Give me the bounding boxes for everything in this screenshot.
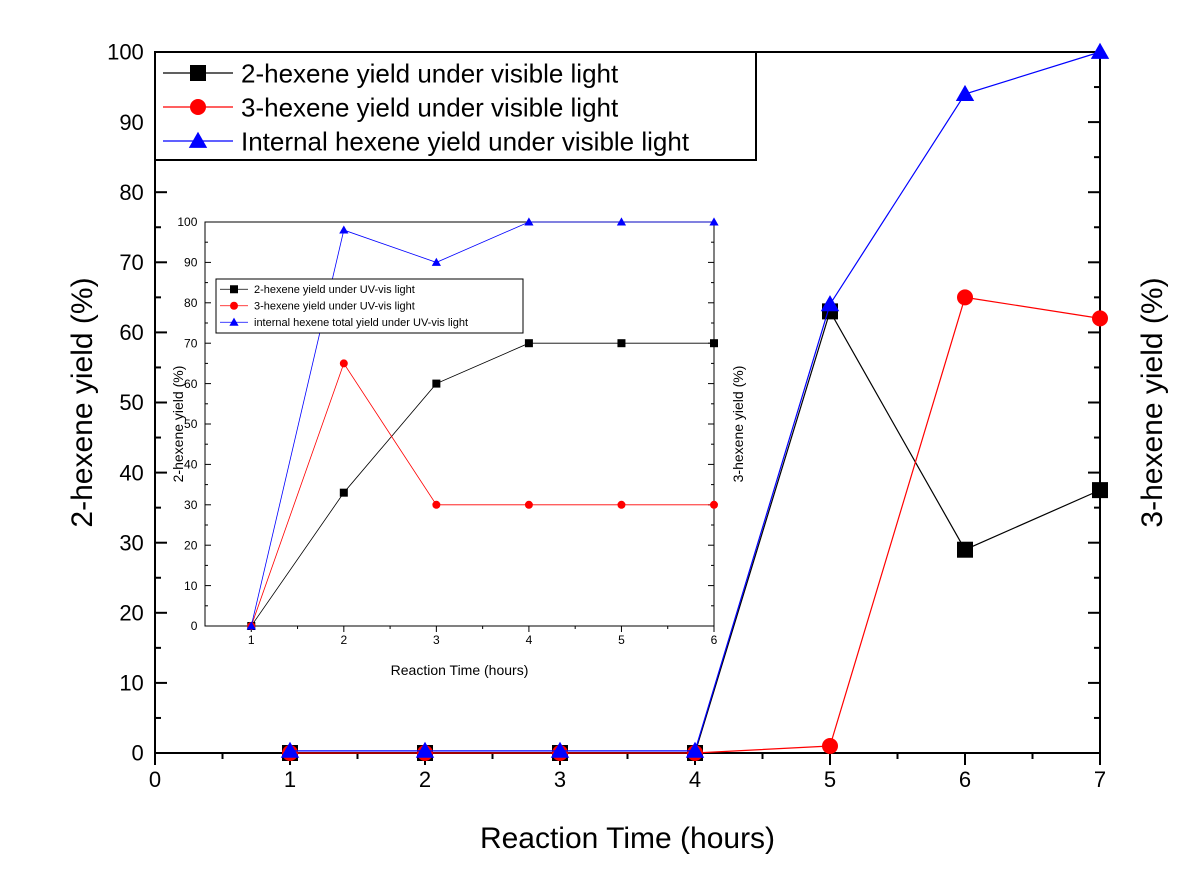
inset-xtick-label: 6 — [711, 633, 718, 647]
main-legend-marker-1 — [190, 99, 206, 115]
inset-ytick-label: 40 — [184, 458, 198, 472]
inset-ytick-label: 100 — [177, 215, 197, 229]
main-xtick-label: 6 — [959, 767, 971, 792]
inset-series-2-point — [709, 217, 719, 226]
inset-ytick-label: 0 — [191, 619, 198, 633]
inset-series-2-point — [339, 225, 349, 234]
main-yaxis-title-right: 3-hexene yield (%) — [1136, 277, 1169, 527]
inset-xtick-label: 4 — [526, 633, 533, 647]
inset-series-1-point — [617, 500, 626, 509]
main-xtick-label: 4 — [689, 767, 701, 792]
main-xtick-label: 7 — [1094, 767, 1106, 792]
inset-series-0-point — [432, 379, 441, 388]
inset-legend-label-1: 3-hexene yield under UV-vis light — [254, 301, 415, 313]
inset-ytick-label: 50 — [184, 417, 198, 431]
main-series-0-point — [957, 541, 973, 558]
inset-legend-marker-1 — [230, 301, 238, 310]
main-legend-label-0: 2-hexene yield under visible light — [241, 58, 619, 88]
main-series-2-point — [1090, 42, 1110, 59]
inset-series-0-point — [617, 339, 626, 348]
inset-series-1-point — [524, 500, 533, 509]
inset-ytick-label: 20 — [184, 538, 198, 552]
inset-yaxis-title-right: 3-hexene yield (%) — [730, 366, 746, 483]
main-ytick-label: 0 — [132, 741, 144, 766]
main-ytick-label: 20 — [119, 601, 143, 626]
main-legend-marker-0 — [190, 65, 206, 81]
inset-plot: 0 10 20 30 40 50 60 70 80 90 100 1 2 3 4 5 6 Reaction Tim… — [170, 215, 746, 678]
inset-xtick-label: 2 — [340, 633, 347, 647]
main-series-1-point — [957, 289, 973, 306]
inset-series-2-point — [246, 621, 256, 630]
main-ytick-label: 90 — [119, 110, 143, 135]
inset-series-2-point — [524, 217, 534, 226]
inset-series-2-point — [616, 217, 627, 226]
main-series-2-point — [550, 741, 570, 758]
inset-series-1-point — [339, 359, 348, 368]
inset-yaxis-title-left: 2-hexene yield (%) — [170, 366, 186, 483]
main-ytick-label: 50 — [119, 390, 143, 415]
main-legend-marker-2 — [188, 131, 208, 148]
inset-ytick-label: 90 — [184, 256, 198, 270]
inset-ytick-label: 70 — [184, 336, 198, 350]
main-legend-label-2: Internal hexene yield under visible ligh… — [241, 126, 690, 156]
inset-series-1-line — [250, 362, 714, 627]
main-series-2-point — [685, 741, 705, 758]
main-xaxis-title: Reaction Time (hours) — [480, 822, 775, 855]
main-ytick-label: 70 — [119, 250, 143, 275]
main-ytick-label: 60 — [119, 320, 143, 345]
main-xtick-label: 3 — [554, 767, 566, 792]
inset-legend-marker-2 — [229, 317, 239, 326]
main-legend-label-1: 3-hexene yield under visible light — [241, 92, 619, 122]
main-series-2-point — [955, 84, 975, 101]
main-series-1-point — [822, 737, 838, 754]
main-xtick-label: 2 — [419, 767, 431, 792]
main-series-2-point — [415, 741, 435, 758]
main-yaxis-title-left: 2-hexene yield (%) — [66, 277, 99, 527]
main-legend — [154, 51, 757, 161]
inset-legend-label-0: 2-hexene yield under UV-vis light — [254, 284, 415, 296]
main-ytick-label: 100 — [107, 40, 144, 65]
inset-legend-marker-0 — [230, 285, 238, 294]
inset-series-0-point — [524, 339, 533, 348]
inset-series-0-line — [250, 342, 714, 627]
inset-ytick-label: 80 — [184, 296, 198, 310]
main-xtick-label: 5 — [824, 767, 836, 792]
inset-xtick-label: 3 — [433, 633, 440, 647]
inset-series-1-point — [710, 500, 718, 509]
main-series-0-point — [1092, 482, 1108, 499]
inset-legend-label-2: internal hexene total yield under UV-vis… — [254, 317, 468, 329]
inset-ytick-label: 10 — [184, 579, 198, 593]
main-ytick-label: 80 — [119, 180, 143, 205]
main-series-2-point — [280, 741, 300, 758]
main-ytick-label: 30 — [119, 530, 143, 555]
main-series-1-point — [1092, 310, 1108, 327]
inset-ytick-label: 30 — [184, 498, 198, 512]
main-xtick-label: 0 — [149, 767, 161, 792]
inset-series-1-point — [432, 500, 441, 509]
inset-ytick-label: 60 — [184, 377, 198, 391]
main-ytick-label: 10 — [119, 671, 143, 696]
inset-legend — [215, 278, 524, 334]
inset-xtick-label: 5 — [618, 633, 625, 647]
main-series-2-point — [820, 295, 840, 312]
main-xtick-label: 1 — [284, 767, 296, 792]
inset-xaxis-title: Reaction Time (hours) — [391, 662, 529, 678]
inset-series-0-point — [339, 488, 348, 497]
inset-series-0-point — [710, 339, 718, 348]
inset-xtick-label: 1 — [248, 633, 255, 647]
main-ytick-label: 40 — [119, 460, 143, 485]
inset-series-2-point — [431, 257, 441, 266]
